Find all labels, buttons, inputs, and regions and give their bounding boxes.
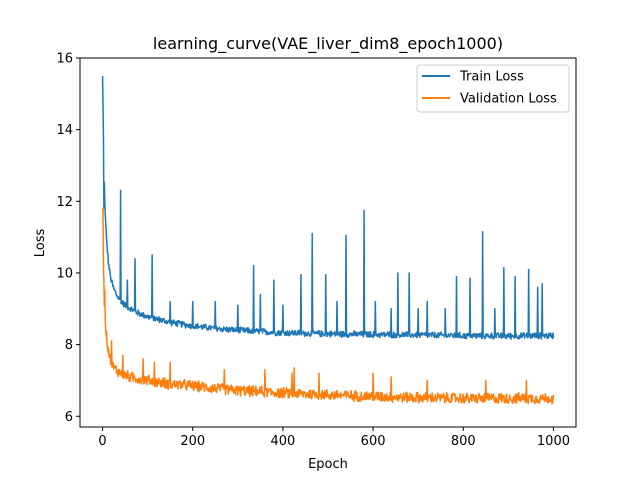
legend: Train Loss Validation Loss: [416, 64, 570, 113]
x-axis-label: Epoch: [308, 457, 348, 472]
y-tick-label: 10: [56, 266, 73, 281]
validation-loss-line: [101, 207, 555, 405]
y-tick-label: 6: [65, 410, 73, 425]
x-tick-label: 0: [98, 434, 106, 449]
plot-frame: [79, 57, 577, 428]
x-tick-label: 1000: [537, 434, 570, 449]
legend-label-validation: Validation Loss: [460, 92, 557, 107]
train-loss-line: [101, 75, 555, 340]
chart-title: learning_curve(VAE_liver_dim8_epoch1000): [153, 34, 503, 54]
y-tick-label: 12: [56, 195, 73, 210]
x-tick-label: 400: [270, 434, 295, 449]
legend-box: [416, 64, 570, 113]
x-tick-label: 200: [180, 434, 205, 449]
legend-label-train: Train Loss: [459, 70, 524, 85]
y-axis-label: Loss: [33, 229, 48, 258]
y-tick-label: 8: [65, 338, 73, 353]
y-tick-label: 16: [56, 52, 73, 67]
x-tick-label: 800: [451, 434, 476, 449]
y-axis: 6 8 10 12 14 16: [56, 52, 80, 425]
y-tick-label: 14: [56, 123, 73, 138]
x-axis: 0 200 400 600 800 1000: [98, 427, 570, 449]
series-layer: [101, 75, 555, 405]
x-tick-label: 600: [361, 434, 386, 449]
